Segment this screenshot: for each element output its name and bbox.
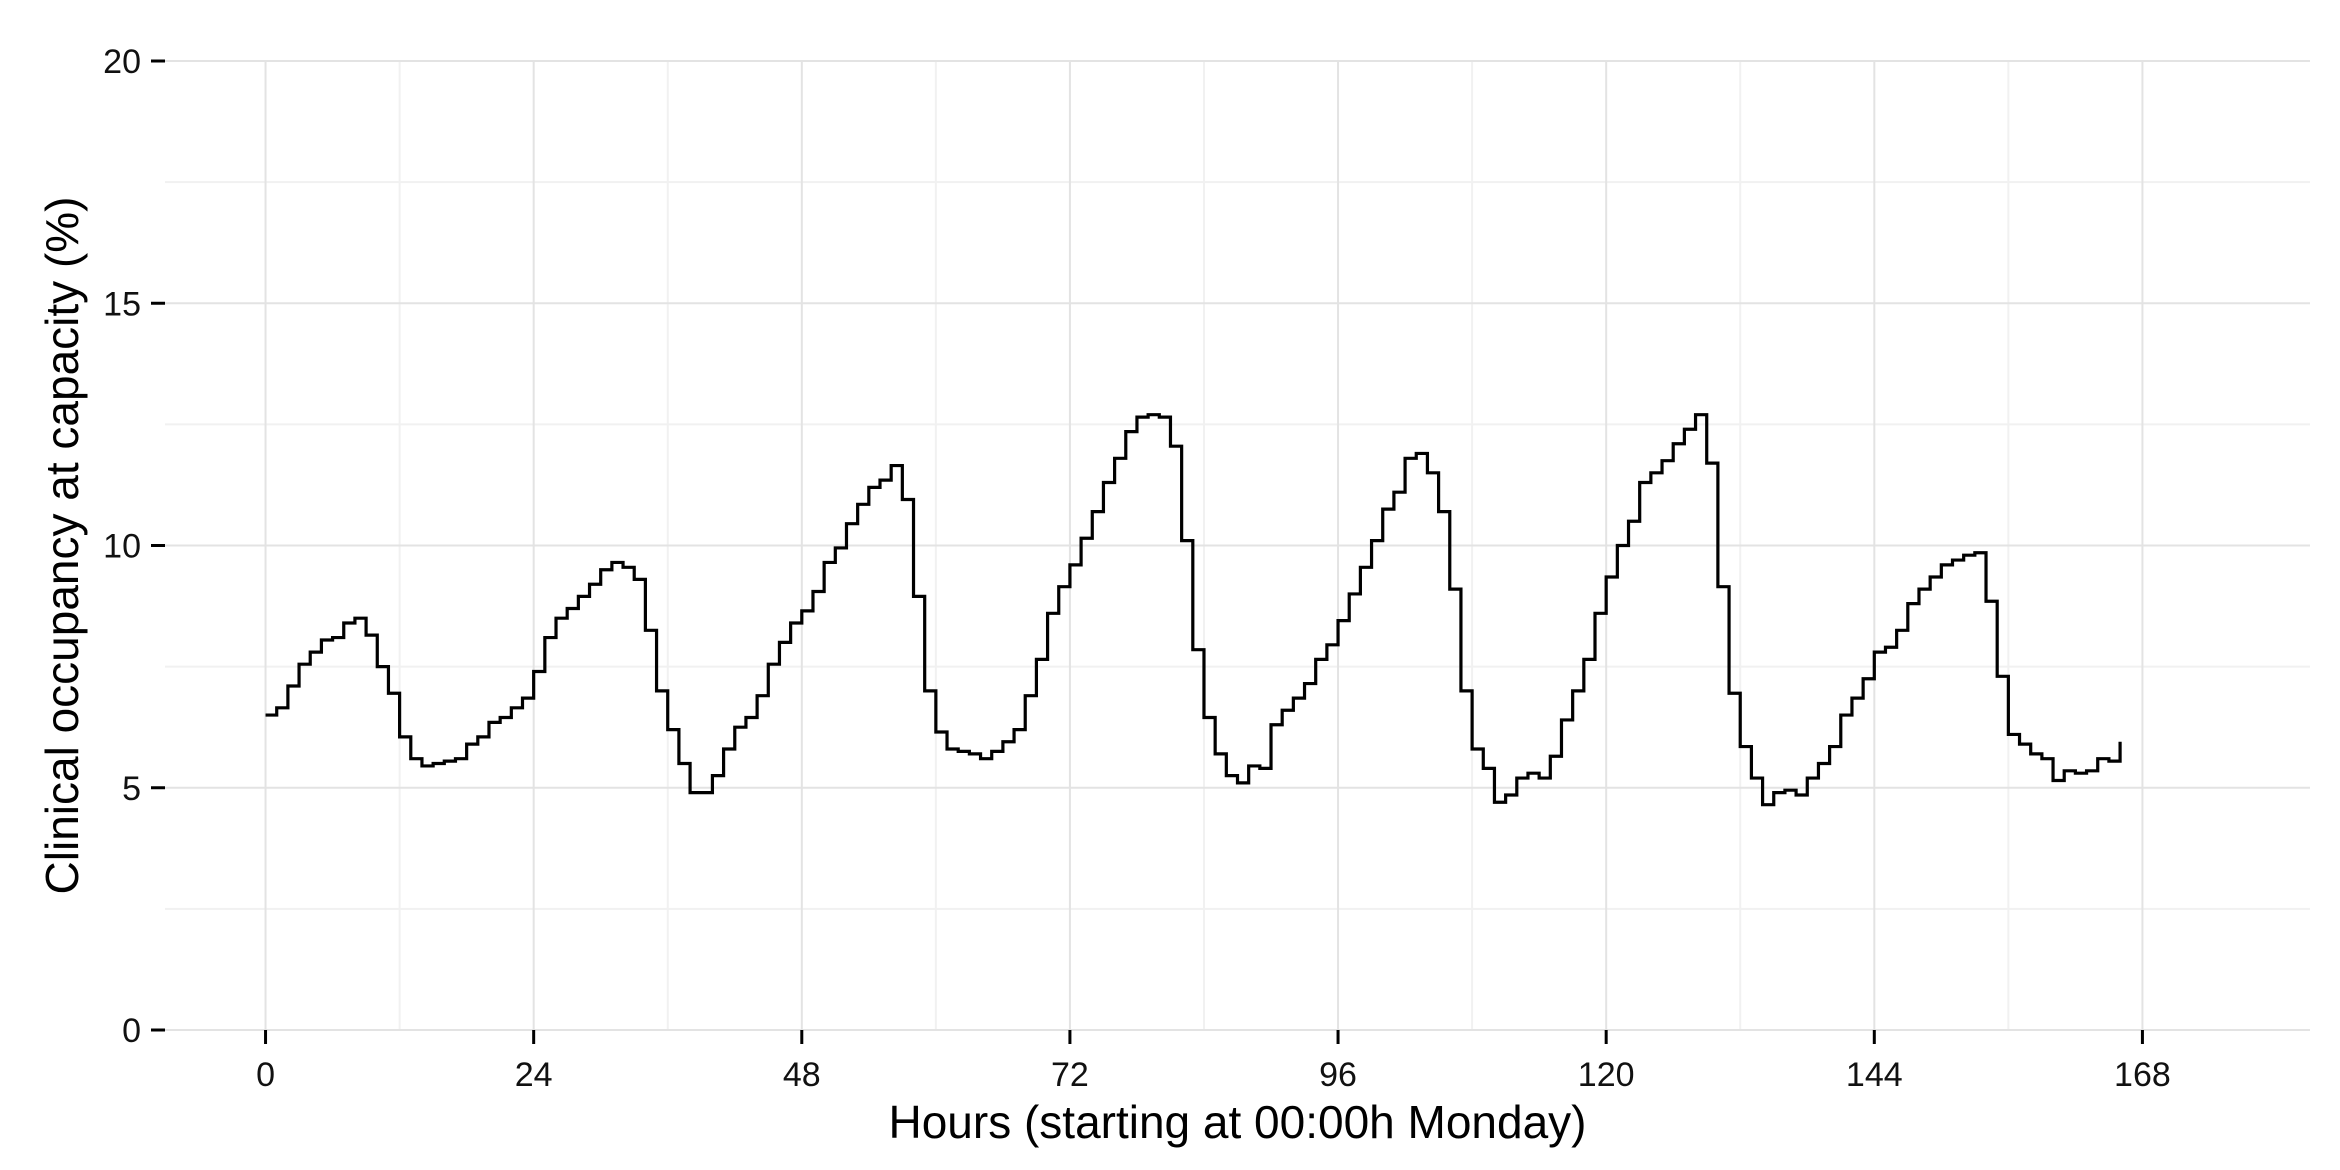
series-line xyxy=(265,413,2122,807)
x-tick-label: 144 xyxy=(1846,1056,1903,1094)
x-tick-label: 0 xyxy=(256,1056,275,1094)
gridlines xyxy=(165,60,2310,1031)
y-tick-label: 15 xyxy=(103,285,141,323)
y-axis-title: Clinical occupancy at capacity (%) xyxy=(36,197,88,895)
y-tick-label: 20 xyxy=(103,43,141,81)
x-tick-label: 120 xyxy=(1578,1056,1635,1094)
x-tick-label: 72 xyxy=(1051,1056,1089,1094)
x-tick-label: 168 xyxy=(2114,1056,2171,1094)
x-tick-label: 96 xyxy=(1319,1056,1357,1094)
x-axis-title: Hours (starting at 00:00h Monday) xyxy=(888,1096,1586,1148)
axes: 0 5 10 15 20 0 24 48 72 96 120 144 168 xyxy=(103,43,2171,1094)
series-layer xyxy=(265,413,2122,807)
y-tick-label: 10 xyxy=(103,528,141,566)
x-tick-label: 24 xyxy=(515,1056,553,1094)
y-tick-label: 5 xyxy=(122,770,141,808)
x-tick-label: 48 xyxy=(783,1056,821,1094)
y-tick-label: 0 xyxy=(122,1012,141,1050)
